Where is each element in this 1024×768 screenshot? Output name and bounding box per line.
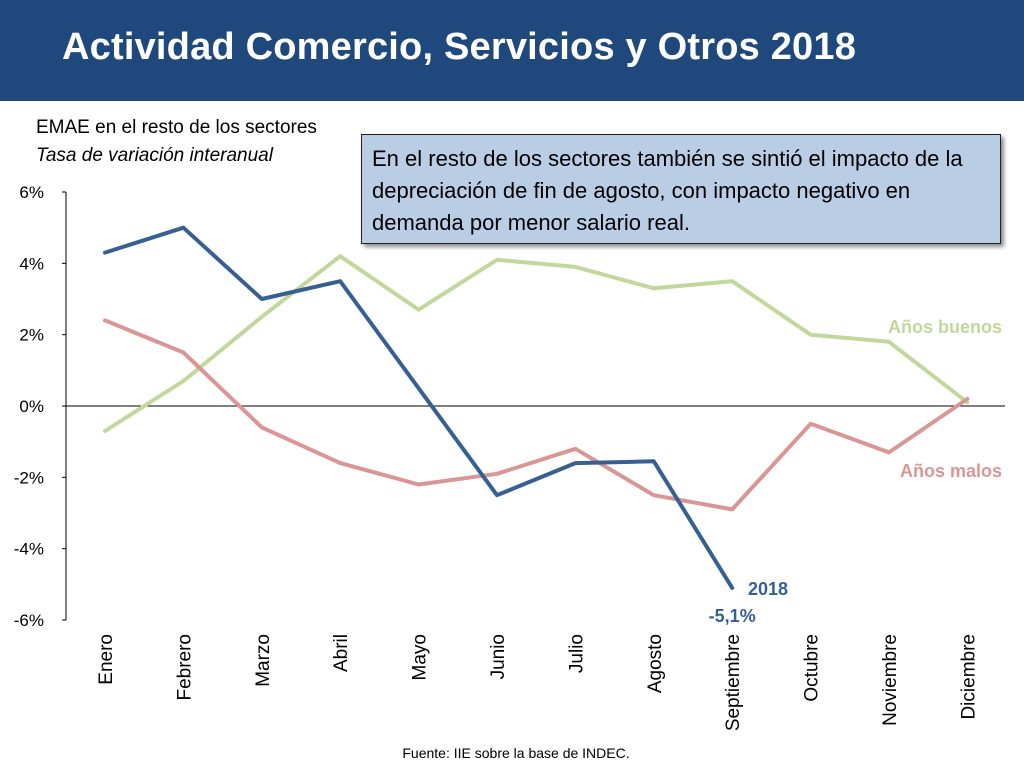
x-tick-label: Marzo <box>253 634 274 687</box>
y-tick-label: 4% <box>19 254 44 273</box>
source-note: Fuente: IIE sobre la base de INDEC. <box>0 745 1024 761</box>
y-tick-label: -2% <box>14 468 44 487</box>
subtitle-line-2: Tasa de variación interanual <box>36 145 273 166</box>
header-bar: Actividad Comercio, Servicios y Otros 20… <box>0 0 1024 101</box>
x-tick-label: Mayo <box>410 634 431 680</box>
x-tick-label: Enero <box>96 634 117 685</box>
y-tick-label: 0% <box>19 397 44 416</box>
x-tick-label: Octubre <box>802 634 823 702</box>
x-tick-label: Abril <box>331 634 352 672</box>
source-text: Fuente: IIE sobre la base de INDEC. <box>402 745 630 761</box>
series-line <box>103 254 970 433</box>
data-label: -5,1% <box>709 606 756 626</box>
chart-subtitle: EMAE en el resto de los sectores Tasa de… <box>36 114 317 170</box>
series-label: 2018 <box>748 579 788 599</box>
x-tick-label: Diciembre <box>958 634 979 720</box>
series-line <box>103 225 735 590</box>
series-line <box>103 318 970 512</box>
x-tick-label: Febrero <box>174 634 195 701</box>
x-tick-label: Septiembre <box>723 634 744 731</box>
y-tick-label: 2% <box>19 326 44 345</box>
x-tick-label: Junio <box>488 634 509 679</box>
x-tick-label: Agosto <box>645 634 666 693</box>
x-tick-label: Julio <box>566 634 587 673</box>
callout-box: En el resto de los sectores también se s… <box>361 134 1001 244</box>
page-title: Actividad Comercio, Servicios y Otros 20… <box>62 26 857 68</box>
subtitle-line-1: EMAE en el resto de los sectores <box>36 117 317 138</box>
y-tick-label: 6% <box>19 183 44 202</box>
series-label: Años malos <box>900 461 1002 481</box>
y-tick-label: -6% <box>14 611 44 630</box>
x-tick-label: Noviembre <box>880 634 901 726</box>
y-tick-label: -4% <box>14 540 44 559</box>
series-label: Años buenos <box>888 317 1002 337</box>
